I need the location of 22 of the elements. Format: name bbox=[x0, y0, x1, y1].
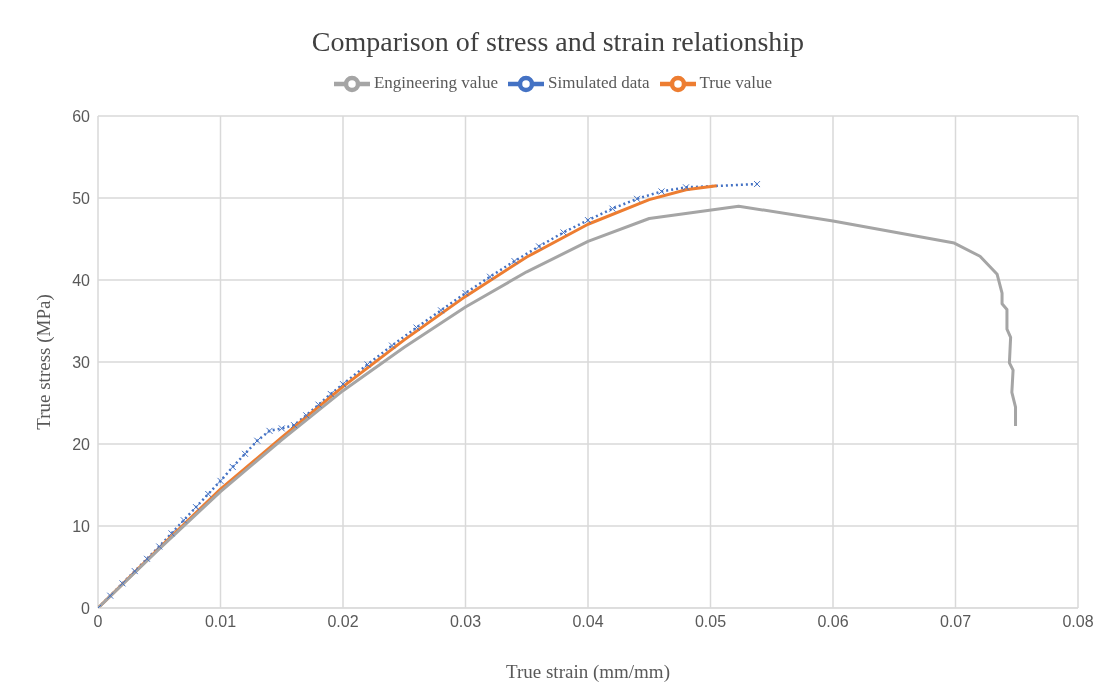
legend-label: True value bbox=[699, 72, 773, 92]
y-tick-label: 60 bbox=[72, 107, 91, 125]
x-tick-label: 0.02 bbox=[327, 613, 359, 631]
x-tick-label: 0.01 bbox=[204, 613, 237, 631]
y-tick-label: 50 bbox=[72, 189, 91, 207]
y-tick-label: 0 bbox=[81, 599, 91, 617]
y-tick-label: 40 bbox=[72, 271, 91, 289]
y-tick-label: 20 bbox=[72, 435, 91, 453]
legend-label: Simulated data bbox=[548, 72, 650, 92]
chart-title: Comparison of stress and strain relationship bbox=[310, 25, 806, 59]
x-tick-label: 0.08 bbox=[1062, 613, 1094, 631]
x-tick-label: 0.07 bbox=[939, 613, 972, 631]
x-tick-label: 0.04 bbox=[572, 613, 604, 631]
x-axis-title: True strain (mm/mm) bbox=[506, 661, 670, 683]
x-tick-label: 0.05 bbox=[694, 613, 727, 631]
x-tick-label: 0.03 bbox=[449, 613, 482, 631]
legend-label: Engineering value bbox=[373, 72, 499, 92]
y-tick-label: 10 bbox=[72, 517, 91, 535]
x-tick-label: 0 bbox=[93, 613, 103, 631]
x-tick-label: 0.06 bbox=[817, 613, 849, 631]
y-axis-title: True stress (MPa) bbox=[32, 294, 55, 430]
y-tick-label: 30 bbox=[72, 353, 91, 371]
